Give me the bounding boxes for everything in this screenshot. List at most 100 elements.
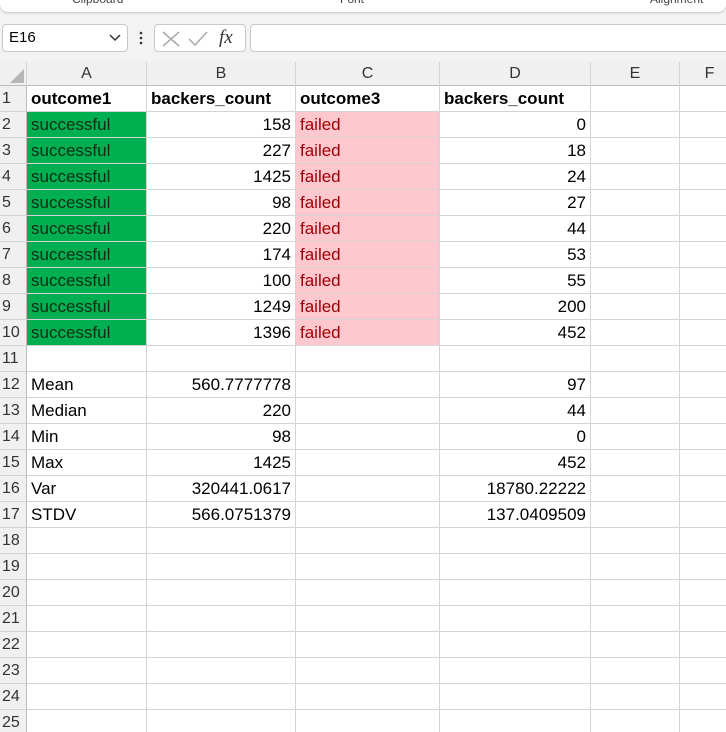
empty-cell[interactable] xyxy=(440,710,591,732)
empty-cell[interactable] xyxy=(591,554,680,580)
cell[interactable]: Mean xyxy=(27,372,147,398)
empty-cell[interactable] xyxy=(591,424,680,450)
empty-cell[interactable] xyxy=(680,580,726,606)
cell[interactable]: 1425 xyxy=(147,450,296,476)
empty-cell[interactable] xyxy=(591,502,680,528)
empty-cell[interactable] xyxy=(296,528,440,554)
empty-cell[interactable] xyxy=(591,268,680,294)
empty-cell[interactable] xyxy=(591,528,680,554)
row-header[interactable]: 23 xyxy=(0,658,27,684)
cell[interactable]: failed xyxy=(296,268,440,294)
empty-cell[interactable] xyxy=(440,528,591,554)
cell[interactable]: 227 xyxy=(147,138,296,164)
enter-icon[interactable] xyxy=(187,30,209,48)
empty-cell[interactable] xyxy=(680,164,726,190)
row-header[interactable]: 1 xyxy=(0,86,27,112)
cell[interactable]: successful xyxy=(27,320,147,346)
cell[interactable]: failed xyxy=(296,320,440,346)
empty-cell[interactable] xyxy=(296,606,440,632)
cell[interactable]: 53 xyxy=(440,242,591,268)
cell[interactable]: backers_count xyxy=(147,86,296,112)
empty-cell[interactable] xyxy=(147,632,296,658)
cell[interactable]: 100 xyxy=(147,268,296,294)
empty-cell[interactable] xyxy=(591,710,680,732)
empty-cell[interactable] xyxy=(296,554,440,580)
empty-cell[interactable] xyxy=(147,346,296,372)
empty-cell[interactable] xyxy=(591,632,680,658)
column-header[interactable]: D xyxy=(440,62,591,86)
row-header[interactable]: 18 xyxy=(0,528,27,554)
cell[interactable]: outcome3 xyxy=(296,86,440,112)
cell[interactable]: successful xyxy=(27,164,147,190)
empty-cell[interactable] xyxy=(27,632,147,658)
name-box[interactable]: E16 xyxy=(2,24,128,52)
insert-function-icon[interactable]: fx xyxy=(219,27,233,48)
empty-cell[interactable] xyxy=(440,684,591,710)
empty-cell[interactable] xyxy=(680,86,726,112)
empty-cell[interactable] xyxy=(296,476,440,502)
cell[interactable]: 220 xyxy=(147,398,296,424)
empty-cell[interactable] xyxy=(147,554,296,580)
empty-cell[interactable] xyxy=(296,658,440,684)
empty-cell[interactable] xyxy=(680,632,726,658)
cell[interactable]: 560.7777778 xyxy=(147,372,296,398)
empty-cell[interactable] xyxy=(680,112,726,138)
empty-cell[interactable] xyxy=(296,372,440,398)
cell[interactable]: STDV xyxy=(27,502,147,528)
empty-cell[interactable] xyxy=(591,242,680,268)
empty-cell[interactable] xyxy=(296,580,440,606)
empty-cell[interactable] xyxy=(296,710,440,732)
cell[interactable]: 18 xyxy=(440,138,591,164)
cell[interactable]: 566.0751379 xyxy=(147,502,296,528)
cell[interactable]: failed xyxy=(296,190,440,216)
row-header[interactable]: 19 xyxy=(0,554,27,580)
cell[interactable]: backers_count xyxy=(440,86,591,112)
empty-cell[interactable] xyxy=(591,346,680,372)
empty-cell[interactable] xyxy=(680,398,726,424)
empty-cell[interactable] xyxy=(680,606,726,632)
empty-cell[interactable] xyxy=(440,346,591,372)
cell[interactable]: 55 xyxy=(440,268,591,294)
cell[interactable]: 452 xyxy=(440,320,591,346)
empty-cell[interactable] xyxy=(680,424,726,450)
cell[interactable]: failed xyxy=(296,138,440,164)
empty-cell[interactable] xyxy=(680,528,726,554)
cell[interactable]: failed xyxy=(296,112,440,138)
empty-cell[interactable] xyxy=(680,554,726,580)
empty-cell[interactable] xyxy=(680,242,726,268)
row-header[interactable]: 7 xyxy=(0,242,27,268)
row-header[interactable]: 16 xyxy=(0,476,27,502)
empty-cell[interactable] xyxy=(147,710,296,732)
row-header[interactable]: 3 xyxy=(0,138,27,164)
empty-cell[interactable] xyxy=(680,216,726,242)
cell[interactable]: 200 xyxy=(440,294,591,320)
cell[interactable]: 174 xyxy=(147,242,296,268)
empty-cell[interactable] xyxy=(680,502,726,528)
empty-cell[interactable] xyxy=(680,268,726,294)
empty-cell[interactable] xyxy=(147,684,296,710)
empty-cell[interactable] xyxy=(591,658,680,684)
row-header[interactable]: 6 xyxy=(0,216,27,242)
empty-cell[interactable] xyxy=(680,138,726,164)
cell[interactable]: Min xyxy=(27,424,147,450)
cell[interactable]: Var xyxy=(27,476,147,502)
cell[interactable]: 452 xyxy=(440,450,591,476)
empty-cell[interactable] xyxy=(591,606,680,632)
empty-cell[interactable] xyxy=(27,346,147,372)
empty-cell[interactable] xyxy=(680,320,726,346)
empty-cell[interactable] xyxy=(27,606,147,632)
row-header[interactable]: 9 xyxy=(0,294,27,320)
empty-cell[interactable] xyxy=(680,346,726,372)
empty-cell[interactable] xyxy=(440,632,591,658)
cell[interactable]: successful xyxy=(27,138,147,164)
row-header[interactable]: 13 xyxy=(0,398,27,424)
column-header[interactable]: E xyxy=(591,62,680,86)
row-header[interactable]: 22 xyxy=(0,632,27,658)
empty-cell[interactable] xyxy=(680,372,726,398)
cell[interactable]: 1425 xyxy=(147,164,296,190)
row-header[interactable]: 21 xyxy=(0,606,27,632)
row-header[interactable]: 8 xyxy=(0,268,27,294)
cell[interactable]: failed xyxy=(296,216,440,242)
cell[interactable]: 98 xyxy=(147,190,296,216)
empty-cell[interactable] xyxy=(296,398,440,424)
